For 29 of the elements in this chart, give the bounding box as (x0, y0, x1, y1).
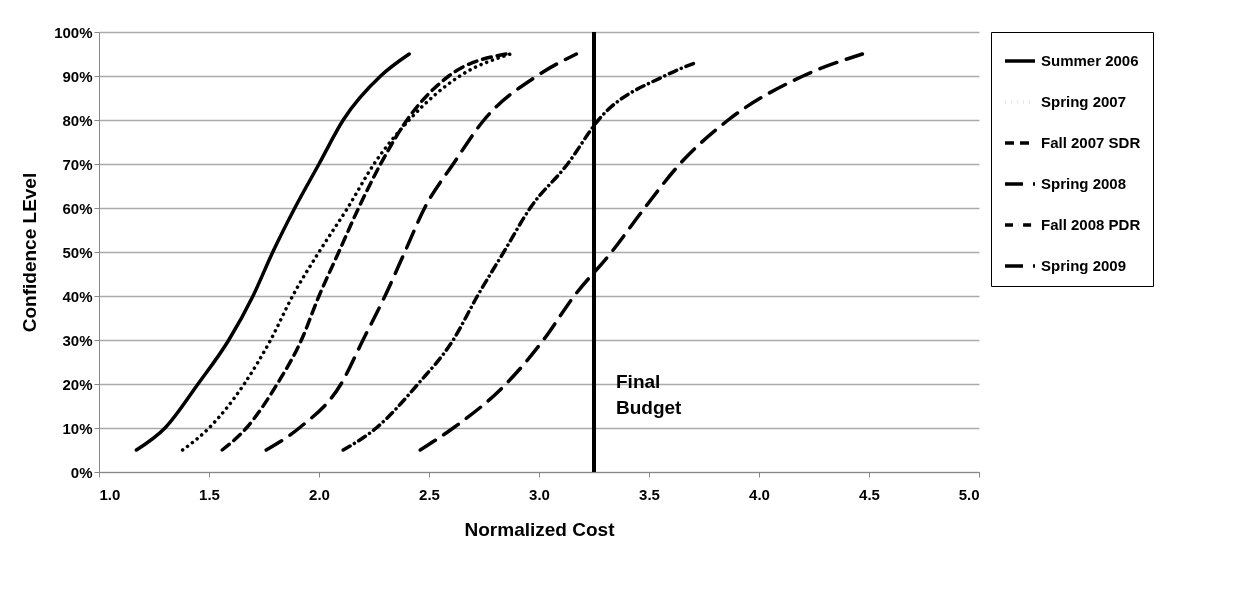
y-tick-label: 0% (70, 463, 93, 481)
x-tick-label: 5.0 (958, 485, 980, 503)
y-tick-label: 80% (62, 111, 93, 129)
y-tick-label: 20% (62, 375, 93, 393)
y-tick-label: 70% (62, 155, 93, 173)
x-tick-label: 1.0 (99, 485, 121, 503)
x-tick-label: 1.5 (199, 485, 220, 503)
x-tick-label: 3.5 (639, 485, 660, 503)
y-tick-label: 30% (62, 331, 93, 349)
y-tick-label: 90% (62, 67, 93, 85)
x-axis-title: Normalized Cost (464, 518, 616, 540)
x-tick-label: 2.5 (419, 485, 440, 503)
legend-label: Spring 2007 (1041, 93, 1127, 110)
x-tick-label: 4.5 (859, 485, 880, 503)
y-tick-label: 50% (62, 243, 93, 261)
x-tick-label: 4.0 (749, 485, 770, 503)
y-tick-label: 100% (54, 23, 93, 41)
y-tick-label: 60% (62, 199, 93, 217)
legend-label: Spring 2008 (1041, 175, 1127, 192)
legend-label: Fall 2008 PDR (1041, 216, 1141, 233)
legend-label: Summer 2006 (1041, 52, 1139, 69)
y-tick-label: 10% (62, 419, 93, 437)
ref-line-label: Final Budget (616, 371, 683, 418)
x-tick-label: 2.0 (309, 485, 330, 503)
legend-label: Fall 2007 SDR (1041, 134, 1141, 151)
y-axis-title: Confidence LEvel (19, 172, 41, 333)
legend-label: Spring 2009 (1041, 257, 1127, 274)
x-tick-label: 3.0 (529, 485, 550, 503)
y-tick-label: 40% (62, 287, 93, 305)
